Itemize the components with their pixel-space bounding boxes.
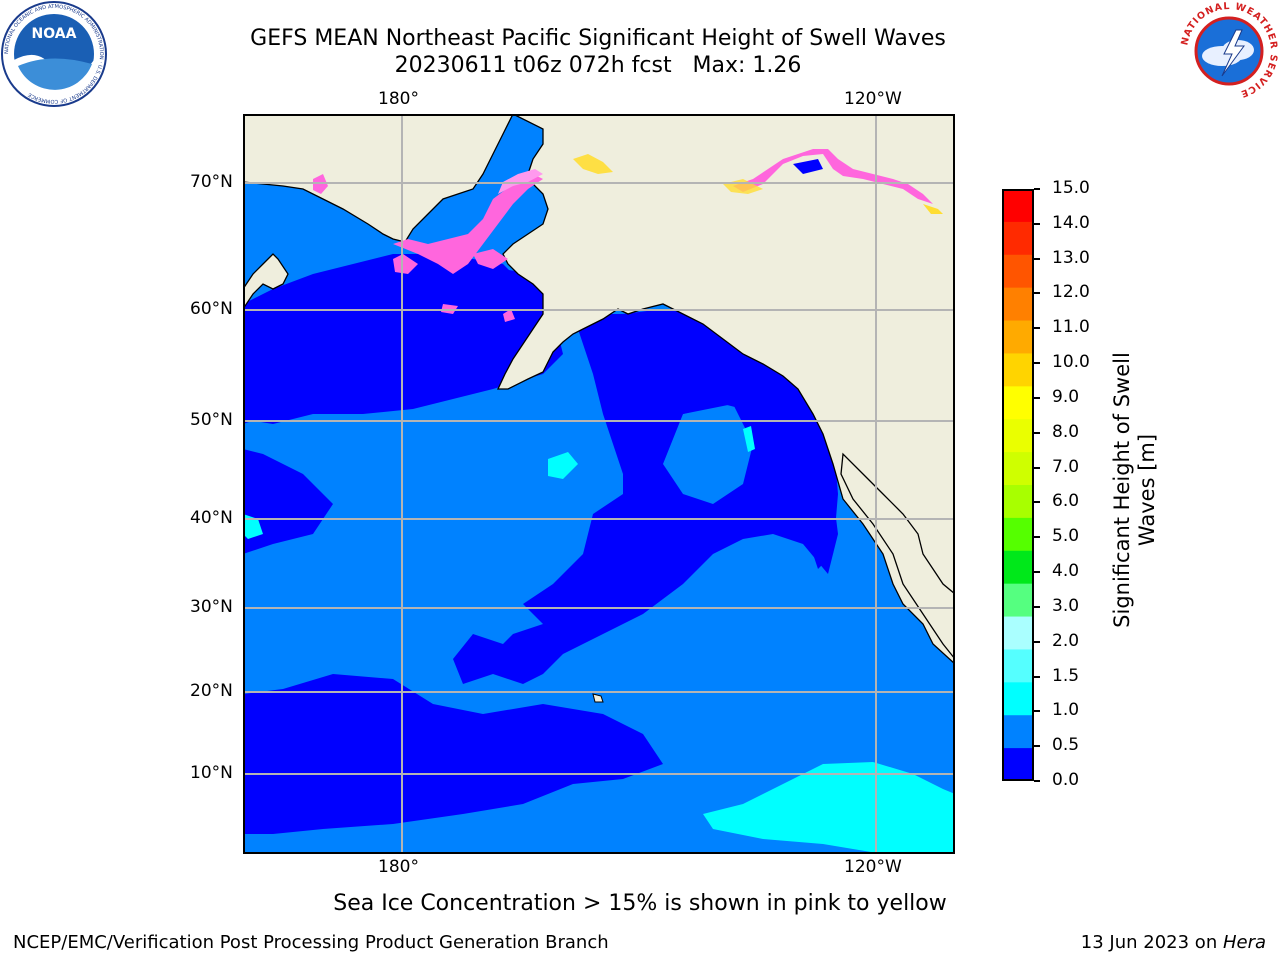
lon-label-bottom-180: 180° xyxy=(378,857,419,877)
swell-height-map xyxy=(243,114,955,854)
colorbar-tick-label: 6.0 xyxy=(1052,491,1080,512)
map-subtitle: 20230611 t06z 072h fcst Max: 1.26 xyxy=(394,53,802,78)
colorbar-tick-mark xyxy=(1034,745,1040,748)
siberia-landmass xyxy=(243,114,514,243)
colorbar-segment xyxy=(1002,616,1034,650)
colorbar-tick-label: 13.0 xyxy=(1052,247,1090,268)
lat-label-10n: 10°N xyxy=(190,763,233,783)
colorbar-title: Significant Height of Swell Waves [m] xyxy=(1110,340,1160,640)
colorbar-tick-label: 1.5 xyxy=(1052,665,1080,686)
colorbar-tick-mark xyxy=(1034,327,1040,330)
colorbar-segment xyxy=(1002,550,1034,585)
colorbar-tick-label: 9.0 xyxy=(1052,386,1080,407)
colorbar-segment xyxy=(1002,320,1034,354)
colorbar-tick-mark xyxy=(1034,396,1040,399)
footer-date: 13 Jun 2023 on xyxy=(1080,932,1223,953)
hawaii-islands xyxy=(592,693,604,703)
lon-label-top-180: 180° xyxy=(378,89,419,109)
noaa-logo-text: NOAA xyxy=(32,26,77,42)
colorbar-tick-label: 8.0 xyxy=(1052,421,1080,442)
colorbar-tick-mark xyxy=(1034,501,1040,504)
colorbar-segment xyxy=(1002,517,1034,552)
colorbar-segment xyxy=(1002,485,1034,519)
colorbar-tick-label: 2.0 xyxy=(1052,630,1080,651)
colorbar-tick-label: 10.0 xyxy=(1052,352,1090,373)
map-title: GEFS MEAN Northeast Pacific Significant … xyxy=(250,26,946,51)
noaa-logo: NOAA NATIONAL OCEANIC AND ATMOSPHERIC AD… xyxy=(1,1,107,107)
colorbar-tick-label: 3.0 xyxy=(1052,595,1080,616)
colorbar-frame xyxy=(1002,189,1034,781)
colorbar-segment xyxy=(1002,189,1034,223)
map-gridlines xyxy=(243,114,955,854)
colorbar-segment xyxy=(1002,353,1034,387)
colorbar-tick-mark xyxy=(1034,605,1040,608)
colorbar-segment xyxy=(1002,682,1034,716)
lon-label-top-120w: 120°W xyxy=(844,89,902,109)
colorbar-segment xyxy=(1002,221,1034,256)
footer-left: NCEP/EMC/Verification Post Processing Pr… xyxy=(13,932,609,953)
colorbar-tick-label: 11.0 xyxy=(1052,317,1090,338)
footer-machine: Hera xyxy=(1222,932,1266,953)
colorbar-segment xyxy=(1002,254,1034,289)
lat-label-60n: 60°N xyxy=(190,299,233,319)
lat-label-30n: 30°N xyxy=(190,597,233,617)
colorbar-segment xyxy=(1002,287,1034,322)
colorbar-tick-mark xyxy=(1034,257,1040,260)
colorbar-segment xyxy=(1002,583,1034,618)
sea-ice-note: Sea Ice Concentration > 15% is shown in … xyxy=(333,891,947,916)
lon-label-bottom-120w: 120°W xyxy=(844,857,902,877)
colorbar-tick-label: 0.0 xyxy=(1052,770,1080,790)
colorbar-tick-mark xyxy=(1034,710,1040,713)
lat-label-40n: 40°N xyxy=(190,508,233,528)
lat-label-50n: 50°N xyxy=(190,410,233,430)
colorbar-tick-label: 7.0 xyxy=(1052,456,1080,477)
colorbar xyxy=(1002,189,1034,781)
colorbar-tick-mark xyxy=(1034,536,1040,539)
colorbar-tick-mark xyxy=(1034,362,1040,365)
colorbar-tick-label: 0.5 xyxy=(1052,735,1080,756)
colorbar-tick-label: 15.0 xyxy=(1052,178,1090,198)
colorbar-segment xyxy=(1002,386,1034,420)
colorbar-segment xyxy=(1002,649,1034,683)
lat-label-20n: 20°N xyxy=(190,681,233,701)
colorbar-tick-mark xyxy=(1034,188,1040,190)
colorbar-segment xyxy=(1002,419,1034,453)
map-frame xyxy=(243,114,955,854)
colorbar-title-line2: Waves [m] xyxy=(1135,433,1159,547)
colorbar-tick-mark xyxy=(1034,640,1040,643)
chukotka-landmass xyxy=(243,253,289,311)
colorbar-tick-label: 1.0 xyxy=(1052,700,1080,721)
swell-1-1.5m-regions xyxy=(243,426,955,854)
colorbar-tick-mark xyxy=(1034,780,1040,782)
colorbar-tick-mark xyxy=(1034,431,1040,434)
colorbar-tick-label: 4.0 xyxy=(1052,561,1080,582)
colorbar-tick-mark xyxy=(1034,571,1040,574)
nws-logo: NATIONAL WEATHER SERVICE xyxy=(1179,1,1278,100)
colorbar-tick-mark xyxy=(1034,292,1040,295)
colorbar-tick-label: 14.0 xyxy=(1052,212,1090,233)
footer-right: 13 Jun 2023 on Hera xyxy=(1081,932,1266,953)
colorbar-tick-label: 12.0 xyxy=(1052,282,1090,303)
alaska-landmass xyxy=(496,114,955,665)
colorbar-title-line1: Significant Height of Swell xyxy=(1110,352,1134,628)
lat-label-70n: 70°N xyxy=(190,172,233,192)
colorbar-tick-label: 5.0 xyxy=(1052,526,1080,547)
colorbar-tick-mark xyxy=(1034,222,1040,225)
colorbar-segment xyxy=(1002,452,1034,486)
colorbar-segment xyxy=(1002,715,1034,749)
bering-dark-region xyxy=(243,254,573,424)
colorbar-segment xyxy=(1002,748,1034,781)
colorbar-tick-mark xyxy=(1034,466,1040,469)
colorbar-tick-mark xyxy=(1034,675,1040,678)
